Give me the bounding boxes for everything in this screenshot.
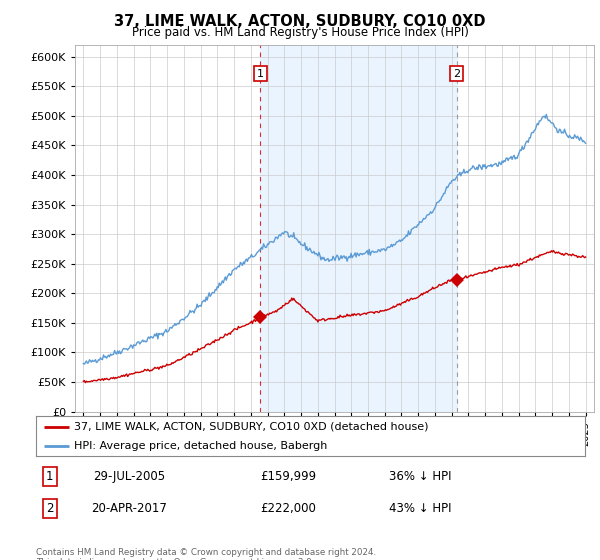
Text: Price paid vs. HM Land Registry's House Price Index (HPI): Price paid vs. HM Land Registry's House …	[131, 26, 469, 39]
Text: 1: 1	[257, 69, 264, 78]
Text: Contains HM Land Registry data © Crown copyright and database right 2024.
This d: Contains HM Land Registry data © Crown c…	[36, 548, 376, 560]
Text: HPI: Average price, detached house, Babergh: HPI: Average price, detached house, Babe…	[74, 441, 328, 450]
Text: 36% ↓ HPI: 36% ↓ HPI	[389, 470, 452, 483]
Bar	[260, 45, 457, 412]
Text: 29-JUL-2005: 29-JUL-2005	[93, 470, 166, 483]
Text: 37, LIME WALK, ACTON, SUDBURY, CO10 0XD: 37, LIME WALK, ACTON, SUDBURY, CO10 0XD	[114, 14, 486, 29]
Text: 1: 1	[46, 470, 53, 483]
Text: 2: 2	[46, 502, 53, 515]
Text: £222,000: £222,000	[260, 502, 316, 515]
Text: 20-APR-2017: 20-APR-2017	[91, 502, 167, 515]
Text: 2: 2	[453, 69, 460, 78]
Text: £159,999: £159,999	[260, 470, 317, 483]
Text: 37, LIME WALK, ACTON, SUDBURY, CO10 0XD (detached house): 37, LIME WALK, ACTON, SUDBURY, CO10 0XD …	[74, 422, 429, 432]
Text: 43% ↓ HPI: 43% ↓ HPI	[389, 502, 452, 515]
